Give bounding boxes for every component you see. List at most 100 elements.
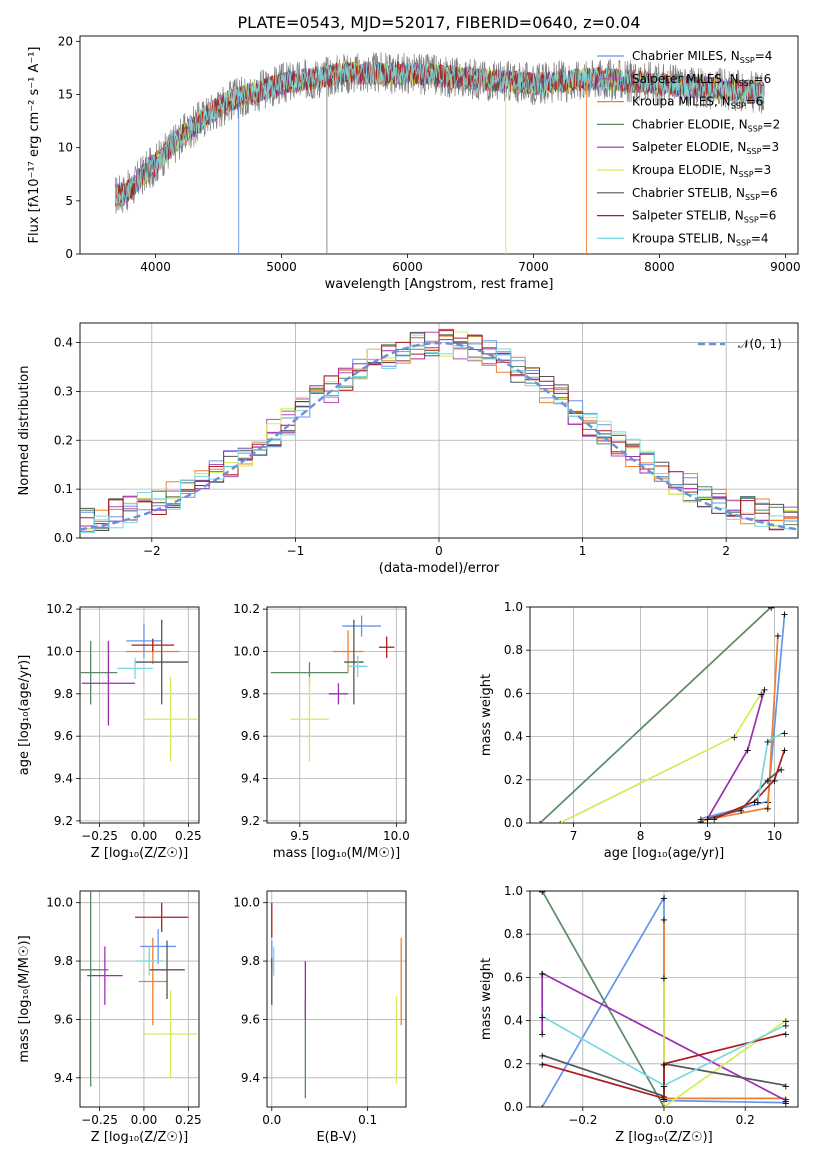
series-marker: +: [780, 728, 788, 739]
plot-area: [270, 615, 395, 762]
series-marker: +: [536, 819, 544, 830]
legend-sub: SSP: [744, 216, 759, 225]
x-tick-label: 0.25: [175, 829, 202, 843]
series-marker: +: [770, 776, 778, 787]
series-marker: +: [538, 1051, 546, 1062]
y-tick-label: 10.0: [46, 896, 73, 910]
y-tick-label: 20: [58, 34, 73, 48]
legend-label: Salpeter ELODIE, NSSP=3: [632, 140, 779, 156]
series-marker: +: [697, 815, 705, 826]
series-model: [114, 61, 765, 206]
axes-frame: [79, 35, 799, 255]
x-tick-label: 10: [767, 829, 782, 843]
x-tick-label: 1: [579, 544, 587, 558]
series-marker: +: [710, 815, 718, 826]
series-marker: +: [730, 733, 738, 744]
x-axis-label: Z [log₁₀(Z/Z☉)]: [91, 1130, 188, 1145]
legend-sub: SSP: [746, 147, 761, 156]
series-marker: +: [744, 746, 752, 757]
y-tick-label: 0.8: [504, 643, 523, 657]
legend-label: 𝒩(0, 1): [738, 337, 782, 351]
x-tick-label: 8: [637, 829, 645, 843]
legend-sub: SSP: [748, 124, 763, 133]
legend-tail: =2: [763, 117, 781, 131]
series-marker: +: [764, 804, 772, 815]
x-axis-label: (data-model)/error: [379, 561, 500, 576]
series-marker: +: [782, 1021, 790, 1032]
series-line: [541, 891, 665, 1107]
y-tick-label: 9.4: [241, 772, 260, 786]
y-tick-label: 0.4: [504, 730, 523, 744]
series-marker: +: [782, 1017, 790, 1028]
y-axis-label: mass [log₁₀(M/M☉)]: [17, 935, 32, 1062]
x-tick-label: 0.00: [131, 1113, 158, 1127]
series-marker: +: [703, 815, 711, 826]
y-tick-label: 0.0: [504, 816, 523, 830]
x-axis-label: age [log₁₀(age/yr)]: [604, 846, 725, 861]
errorbar-point: [117, 657, 153, 679]
series-marker: +: [538, 1103, 546, 1114]
y-axis-label: mass weight: [479, 958, 494, 1040]
panel-age_vs_Z: −0.25 0.00 0.25 9.2 9.4 9.6 9.8 10.0 10.2 Z [log₁…: [17, 602, 202, 861]
x-axis-label: Z [log₁₀(Z/Z☉)]: [615, 1130, 712, 1145]
series-marker: +: [782, 1097, 790, 1108]
series-line: [700, 635, 779, 822]
series-marker: +: [660, 893, 668, 904]
x-tick-label: 8000: [644, 260, 675, 274]
y-tick-label: 0.8: [504, 927, 523, 941]
errorbar-point: [143, 990, 198, 1078]
y-tick-label: 9.8: [241, 954, 260, 968]
series-marker: +: [782, 1099, 790, 1110]
series-line: [700, 613, 786, 820]
y-tick-label: 9.4: [54, 1071, 73, 1085]
y-tick-label: 9.8: [54, 687, 73, 701]
axes-frame: [79, 606, 200, 824]
x-tick-label: 5000: [266, 260, 297, 274]
series-marker: +: [780, 746, 788, 757]
x-tick-label: 4000: [140, 260, 171, 274]
series-marker: +: [750, 797, 758, 808]
series-marker: +: [538, 887, 546, 898]
legend-label: Kroupa ELODIE, NSSP=3: [632, 163, 771, 179]
series-marker: +: [777, 765, 785, 776]
legend-tail: =3: [754, 163, 772, 177]
series-line: [541, 1032, 787, 1100]
x-tick-label: 0.0: [262, 1113, 281, 1127]
x-tick-label: 0.00: [131, 829, 158, 843]
histogram-series: [80, 344, 798, 534]
legend-label: Kroupa STELIB, NSSP=4: [632, 231, 769, 247]
plot-area: [271, 902, 402, 1099]
errorbar-point: [143, 676, 198, 762]
legend-tail: =3: [761, 140, 779, 154]
x-tick-label: −0.25: [81, 829, 118, 843]
legend-tail: =6: [754, 72, 772, 86]
legend-tail: =4: [751, 231, 769, 245]
panel-residuals: −2 −1 0 1 2 0.0 0.1 0.2 0.3 0.4 (data-model)/error…: [17, 322, 799, 576]
x-tick-label: 9000: [770, 260, 801, 274]
panel-spectrum: 4000 5000 6000 7000 8000 9000 0 5 10 15 20 waveleng…: [27, 34, 801, 292]
series-line: [541, 1015, 787, 1087]
y-tick-label: 10.0: [233, 896, 260, 910]
plot-area: [80, 328, 798, 534]
errorbar-point: [149, 940, 185, 999]
y-tick-label: 9.6: [54, 729, 73, 743]
plot-area: [114, 52, 765, 254]
series-marker: +: [538, 969, 546, 980]
axes-frame: [529, 606, 799, 824]
series-line: [559, 692, 762, 823]
legend-tail: =6: [759, 209, 777, 223]
legend-tail: =4: [755, 49, 773, 63]
y-tick-label: 9.6: [241, 729, 260, 743]
errorbar-point: [87, 946, 123, 1005]
errorbar-point: [80, 891, 109, 1087]
series-marker: +: [660, 1094, 668, 1105]
y-tick-label: 9.6: [241, 1012, 260, 1026]
series-marker: +: [538, 1012, 546, 1023]
series-marker: +: [660, 1103, 668, 1114]
series-marker: +: [660, 1081, 668, 1092]
series-marker: +: [780, 609, 788, 620]
x-tick-label: 6000: [392, 260, 423, 274]
y-tick-label: 0.2: [504, 1057, 523, 1071]
figure-title: PLATE=0543, MJD=52017, FIBERID=0640, z=0…: [237, 13, 640, 32]
